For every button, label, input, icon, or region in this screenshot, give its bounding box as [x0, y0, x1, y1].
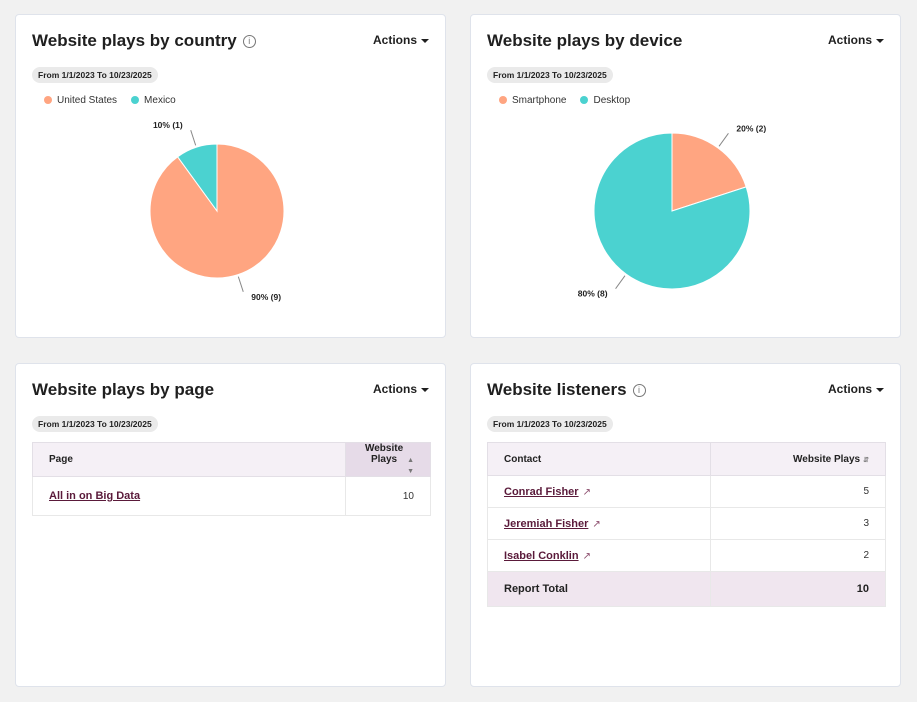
- actions-button[interactable]: Actions: [828, 382, 884, 396]
- legend-label: United States: [57, 95, 118, 106]
- data-label: 90% (9): [251, 292, 281, 302]
- column-header-page[interactable]: Page: [32, 442, 346, 477]
- legend-dot: [44, 96, 52, 104]
- legend: Smartphone Desktop: [499, 95, 630, 106]
- legend-dot: [580, 96, 589, 104]
- legend-item[interactable]: United States: [44, 95, 117, 106]
- table-row: Jeremiah Fisher ↗ 3: [487, 507, 886, 540]
- actions-button[interactable]: Actions: [828, 33, 884, 47]
- total-row: Report Total 10: [487, 571, 886, 607]
- column-header-plays[interactable]: Website Plays ▲ ▼: [345, 442, 431, 477]
- contact-link[interactable]: Isabel Conklin: [504, 549, 579, 562]
- external-link-icon[interactable]: ↗: [582, 550, 591, 562]
- total-label: Report Total: [487, 571, 711, 607]
- data-label: 10% (1): [153, 120, 183, 130]
- actions-button[interactable]: Actions: [373, 33, 429, 47]
- country-card: Website plays by country i Actions From 1…: [15, 14, 446, 338]
- legend-dot: [499, 96, 507, 104]
- contact-link[interactable]: Conrad Fisher: [504, 485, 579, 498]
- pie-chart: 90% (9) 10% (1): [149, 120, 285, 302]
- legend-dot: [131, 96, 140, 104]
- plays-cell: 10: [345, 476, 431, 516]
- card-title: Website plays by device: [487, 31, 682, 51]
- table-row: Isabel Conklin ↗ 2: [487, 539, 886, 572]
- leader-line: [237, 276, 244, 292]
- sort-icon[interactable]: ⇵: [863, 456, 869, 464]
- info-icon[interactable]: i: [242, 34, 256, 48]
- external-link-icon[interactable]: ↗: [582, 486, 591, 498]
- column-header-contact[interactable]: Contact: [487, 442, 711, 476]
- plays-cell: 2: [710, 539, 886, 572]
- title-text: Website plays by device: [487, 31, 683, 50]
- data-label: 80% (8): [578, 289, 608, 299]
- contact-link[interactable]: Jeremiah Fisher: [504, 517, 589, 530]
- plays-cell: 3: [710, 507, 886, 540]
- listeners-table: Contact Website Plays ⇵ Conrad Fisher ↗ 5 J…: [487, 442, 886, 607]
- date-range-badge: From 1/1/2023 To 10/23/2025: [32, 67, 158, 83]
- listeners-card: Website listeners i Actions From 1/1/2023…: [470, 363, 901, 687]
- card-title: Website listeners i: [487, 380, 646, 400]
- data-label: 20% (2): [736, 123, 766, 133]
- legend-item[interactable]: Smartphone: [499, 95, 566, 106]
- legend-label: Desktop: [593, 95, 631, 106]
- date-range-badge: From 1/1/2023 To 10/23/2025: [487, 67, 613, 83]
- leader-line: [615, 275, 626, 289]
- legend-item[interactable]: Mexico: [131, 95, 176, 106]
- page-link[interactable]: All in on Big Data: [49, 490, 141, 502]
- info-icon[interactable]: i: [632, 383, 646, 397]
- external-link-icon[interactable]: ↗: [592, 518, 601, 530]
- date-range-badge: From 1/1/2023 To 10/23/2025: [32, 416, 158, 432]
- legend-label: Smartphone: [512, 95, 567, 106]
- pie-chart: 20% (2) 80% (8): [578, 123, 767, 299]
- header-text: Website Plays: [793, 453, 861, 465]
- sort-desc-icon[interactable]: ▲ ▼: [407, 457, 414, 475]
- actions-button[interactable]: Actions: [373, 382, 429, 396]
- legend-item[interactable]: Desktop: [580, 95, 630, 106]
- plays-cell: 5: [710, 475, 886, 508]
- page-table: Page Website Plays ▲ ▼ All in on Big Data …: [32, 442, 431, 516]
- leader-line: [190, 130, 197, 146]
- legend-label: Mexico: [144, 95, 176, 106]
- header-text: Website Plays: [364, 443, 404, 465]
- pie-slice-desktop[interactable]: [593, 132, 751, 290]
- page-card: Website plays by page Actions From 1/1/2…: [15, 363, 446, 687]
- date-range-badge: From 1/1/2023 To 10/23/2025: [487, 416, 613, 432]
- device-card: Website plays by device Actions From 1/1…: [470, 14, 901, 338]
- leader-line: [718, 133, 729, 147]
- title-text: Website plays by page: [32, 380, 215, 399]
- title-text: Website plays by country: [32, 31, 237, 50]
- table-row: Conrad Fisher ↗ 5: [487, 475, 886, 508]
- pie-slice-mexico[interactable]: [176, 143, 218, 213]
- card-title: Website plays by country i: [32, 31, 256, 51]
- legend: United States Mexico: [44, 95, 176, 106]
- column-header-plays[interactable]: Website Plays ⇵: [710, 442, 886, 476]
- total-value: 10: [710, 571, 886, 607]
- card-title: Website plays by page: [32, 380, 214, 400]
- title-text: Website listeners: [487, 380, 627, 399]
- table-row: All in on Big Data 10: [32, 476, 431, 516]
- pie-slice-smartphone[interactable]: [671, 132, 747, 212]
